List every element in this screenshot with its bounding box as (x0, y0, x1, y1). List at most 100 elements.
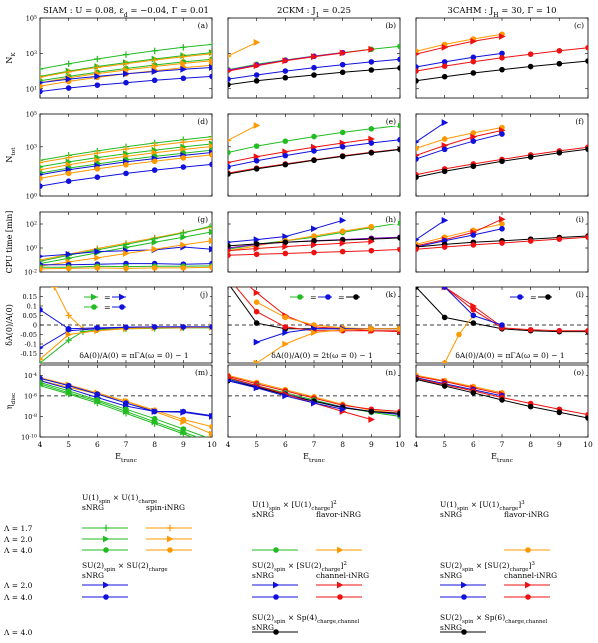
data-point (499, 131, 505, 137)
data-point (311, 249, 317, 256)
data-point (441, 43, 449, 51)
data-point (470, 54, 477, 61)
data-point (180, 408, 187, 416)
data-point (499, 50, 505, 57)
data-point (368, 67, 375, 73)
data-point (416, 287, 419, 290)
data-point (180, 418, 187, 426)
data-point (209, 324, 212, 330)
data-point (209, 73, 212, 80)
y-tick-label: -0.15 (20, 350, 37, 358)
data-point (40, 175, 43, 182)
y-tick-label: 0.1 (27, 303, 37, 311)
panel-label: (o) (574, 368, 584, 377)
panel-label: (n) (385, 368, 396, 377)
plot-frame (39, 17, 213, 99)
legend-eq: = (338, 293, 345, 302)
data-point (40, 357, 44, 362)
data-point (225, 280, 231, 286)
panel-label-bg (570, 289, 586, 299)
data-point (441, 287, 448, 290)
data-point (151, 245, 159, 253)
data-point (151, 158, 158, 165)
data-point (368, 45, 375, 53)
legend-marker (273, 594, 279, 600)
data-point (253, 289, 261, 297)
data-point (311, 399, 318, 407)
data-point (311, 233, 317, 239)
y-tick-label: 10-8​ (24, 412, 37, 421)
data-point (470, 70, 477, 76)
panel-label-bg (194, 367, 210, 377)
data-point (253, 320, 260, 326)
data-point (123, 324, 129, 331)
data-point (397, 235, 400, 241)
data-point (556, 236, 563, 242)
y-tick-label: 103​ (26, 143, 37, 152)
legend-eq: = (310, 293, 317, 302)
legend-marker (103, 547, 109, 553)
data-point (585, 58, 588, 64)
y-tick-label: 105​ (26, 14, 37, 23)
y-tick-label: 10-10​ (21, 433, 37, 442)
data-point (585, 146, 588, 152)
data-point (527, 63, 534, 70)
legend-header: SU(2)spin​ × [SU(2)charge​]2​ (252, 561, 347, 573)
data-point (228, 138, 232, 143)
data-point (65, 75, 73, 83)
legend-subheader: flavor-iNRG (504, 510, 549, 519)
series-group (40, 41, 212, 95)
panel: (f) (415, 113, 589, 197)
data-point (416, 237, 420, 242)
data-point (40, 73, 44, 81)
data-point (397, 325, 400, 333)
panel-label: (h) (385, 215, 396, 224)
x-tick-label: 10 (207, 440, 217, 449)
data-point (94, 166, 101, 172)
inline-legends: === = = (84, 293, 552, 312)
lambda-label: Λ = 2.0 (3, 535, 33, 544)
data-point (441, 360, 448, 363)
data-point (441, 146, 448, 153)
series-line (416, 375, 503, 395)
data-point (253, 72, 260, 78)
data-point (499, 215, 506, 223)
data-point (441, 119, 449, 126)
data-point (339, 153, 346, 160)
data-point (470, 302, 477, 310)
y-tick-label: 0.05 (23, 312, 37, 320)
data-point (208, 133, 212, 140)
data-point (94, 397, 101, 405)
data-point (397, 246, 400, 253)
y-tick-label: 0 (33, 322, 37, 330)
panel: (k) δA(0)/A(0) = 2t(ω = 0) − 1 (225, 280, 401, 364)
series-line (416, 219, 445, 241)
data-point (253, 78, 260, 84)
data-point (209, 152, 212, 158)
panel-label-bg (194, 116, 210, 126)
data-point (585, 415, 588, 421)
data-point (416, 156, 419, 162)
y-axis-label: Ntot​ (5, 147, 17, 163)
series-line (416, 52, 503, 68)
x-tick-label: 4 (414, 440, 419, 449)
data-point (441, 73, 448, 80)
legend-marker (337, 581, 344, 589)
data-point (311, 72, 317, 78)
panel-annotation: δA(0)/A(0) = πΓA(ω = 0) − 1 (455, 351, 564, 360)
legend-marker (325, 294, 331, 300)
data-point (253, 122, 261, 129)
y-axis-label: CPU time [min] (5, 211, 14, 274)
series-line (416, 223, 503, 245)
legend-marker (103, 535, 110, 543)
panel: 4 5 6 7 8 9 10 10-4​ 10-6​ 10-8​ 10-10​ Etrunc​ ηdis… (5, 364, 217, 464)
column-title: SIAM : U = 0.08, εd​ = −0.04, Γ = 0.01 (43, 6, 209, 19)
legend-marker (103, 594, 109, 600)
legend-header: U(1)spin​ × U(1)charge​ (82, 493, 157, 505)
data-point (94, 325, 101, 331)
data-point (94, 55, 101, 63)
data-point (556, 47, 563, 54)
data-point (368, 140, 375, 146)
data-point (94, 149, 101, 157)
data-point (282, 314, 289, 321)
